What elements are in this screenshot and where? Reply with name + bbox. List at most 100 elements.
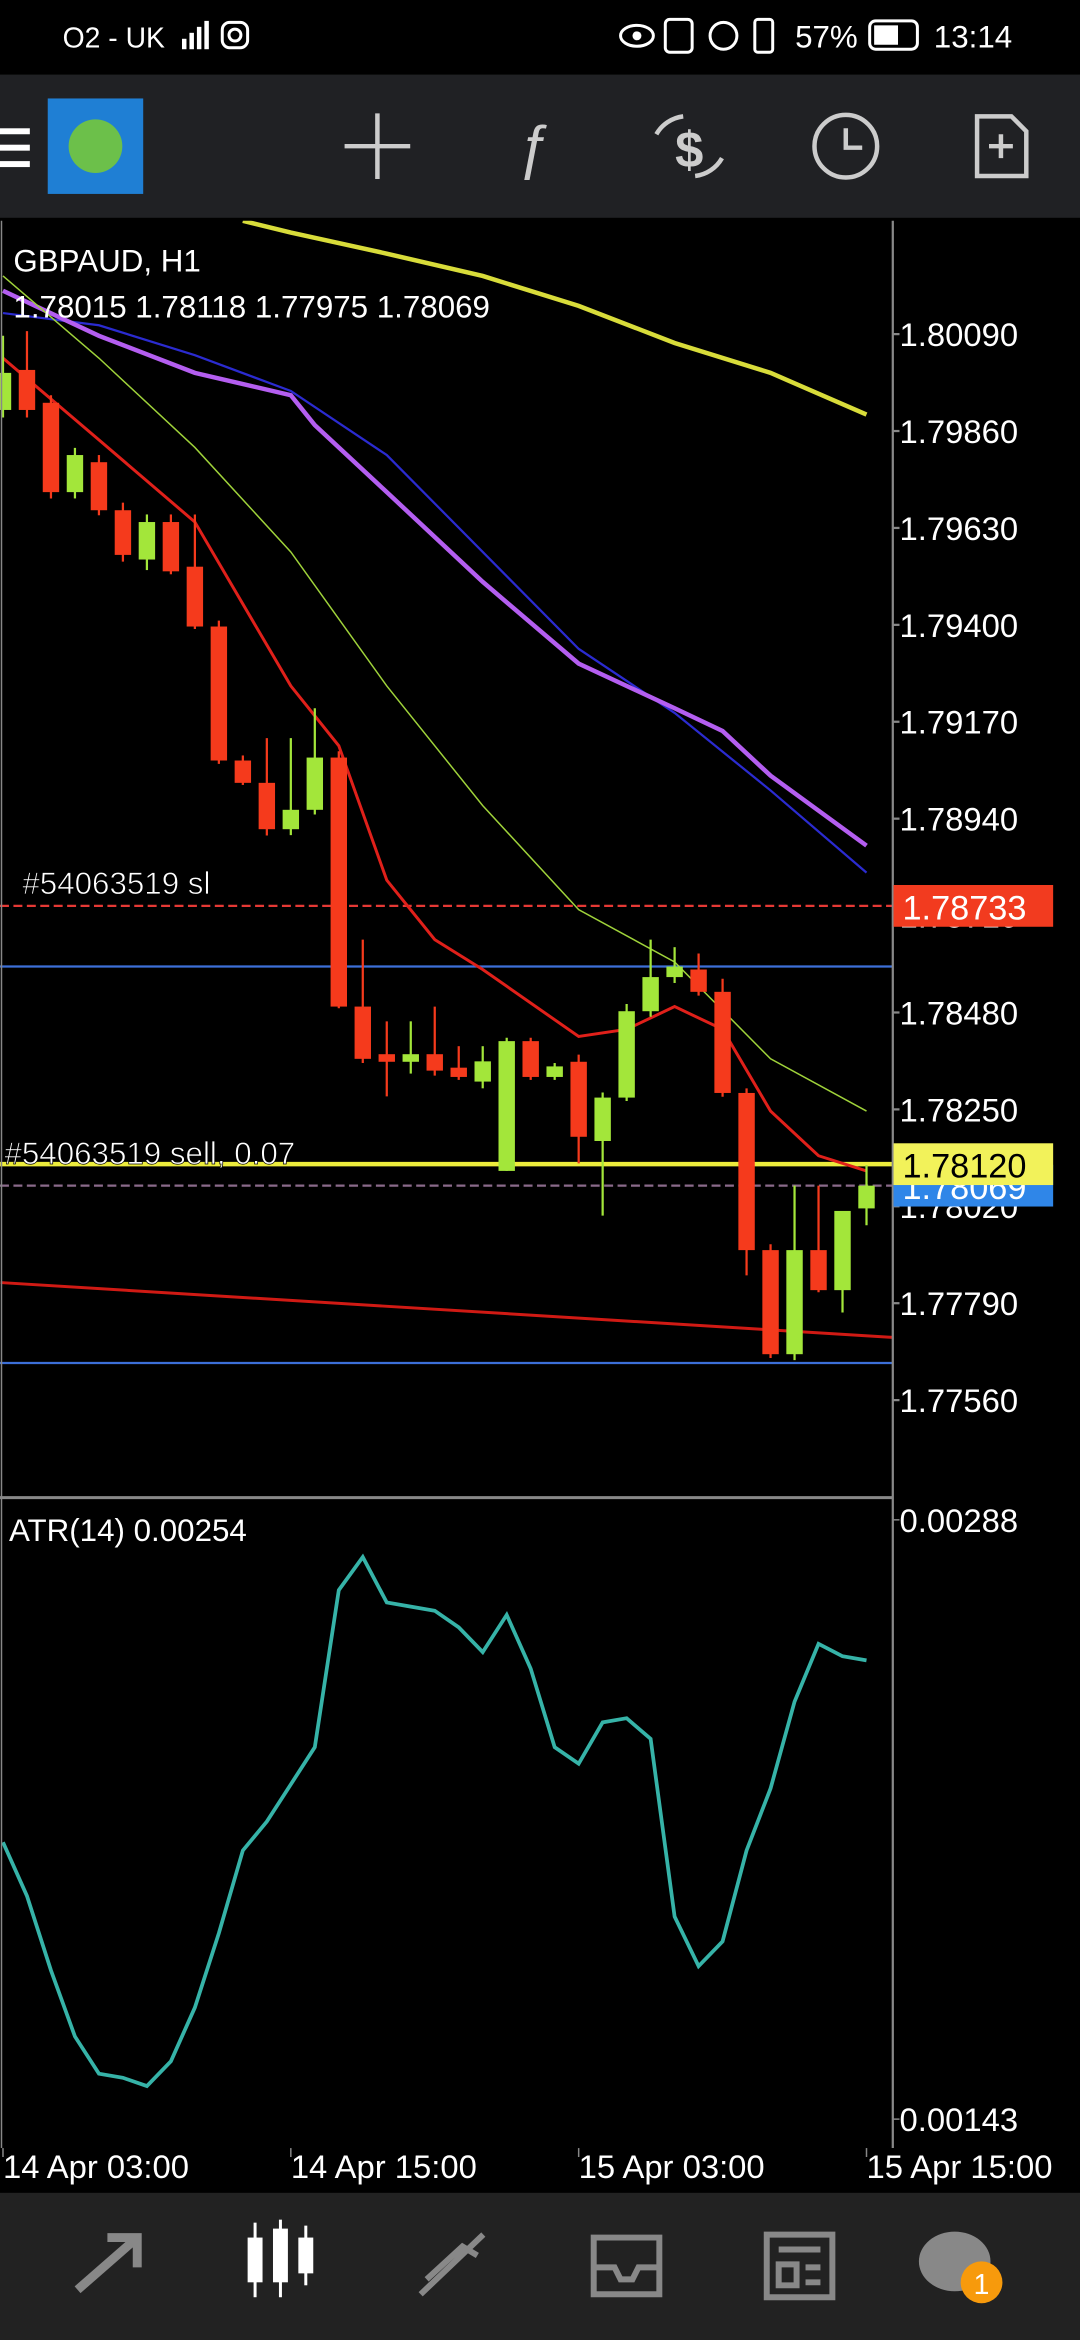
price-tag: [893, 1143, 1054, 1186]
candle-body: [834, 1210, 851, 1291]
y-tick-label: 1.78480: [900, 994, 1019, 1031]
candle-body: [618, 1011, 635, 1098]
vibrate-icon: [753, 17, 775, 54]
clock: 13:14: [934, 20, 1012, 55]
price-tag-label: 1.78733: [902, 889, 1026, 927]
candle-body: [282, 809, 300, 830]
badge-count: 1: [974, 2269, 990, 2301]
signal-icon: [181, 20, 209, 50]
atr-title: ATR(14) 0.00254: [9, 1513, 247, 1548]
y-tick-label: 1.79630: [900, 510, 1019, 547]
x-tick-label: 14 Apr 03:00: [3, 2148, 189, 2185]
candle-body: [210, 626, 228, 761]
y-tick-label: 0.00143: [900, 2101, 1019, 2138]
candle-body: [258, 782, 276, 830]
candle-body: [138, 522, 156, 560]
candle-body: [330, 757, 348, 1007]
clock-hands: [843, 128, 863, 150]
x-tick-label: 14 Apr 15:00: [291, 2148, 477, 2185]
indicator-line: [2, 311, 868, 874]
candle-body: [42, 402, 60, 493]
candle-body: [642, 977, 659, 1012]
candle-body: [714, 991, 731, 1093]
y-tick-label: 1.79170: [900, 704, 1019, 741]
price-plot: [0, 220, 893, 1365]
price-tag: [893, 884, 1054, 927]
bottom-nav: [0, 2192, 1080, 2340]
carrier: O2 - UK: [63, 23, 165, 55]
toolbar: [0, 74, 1080, 218]
indicator-line: [242, 220, 868, 417]
level-label: #54063519 sl: [22, 866, 210, 901]
x-tick-label: 15 Apr 03:00: [579, 2148, 765, 2185]
alarm-icon: [708, 20, 739, 51]
x-tick-label: 15 Apr 15:00: [867, 2148, 1053, 2185]
candle-body: [786, 1250, 803, 1355]
news-tab[interactable]: [763, 2231, 836, 2301]
candle-body: [522, 1041, 539, 1077]
candle-body: [0, 372, 12, 410]
atr-line: [1, 1553, 867, 2089]
candle-body: [426, 1054, 443, 1071]
indicator-line: [2, 356, 867, 1173]
candle-body: [186, 566, 204, 627]
candle-body: [810, 1250, 827, 1291]
indicators-button[interactable]: ƒ: [516, 113, 549, 180]
quotes-tab[interactable]: [74, 2233, 142, 2294]
candle-body: [498, 1041, 515, 1171]
instagram-lens: [227, 27, 243, 43]
candle-body: [354, 1006, 371, 1059]
app-logo: [68, 119, 123, 174]
history-tab[interactable]: [590, 2234, 663, 2298]
y-tick-label: 1.77560: [900, 1382, 1019, 1419]
y-tick-label: 1.80090: [900, 316, 1019, 353]
crosshair-button[interactable]: [344, 113, 411, 180]
candle-body: [546, 1066, 563, 1077]
candle-body: [594, 1097, 611, 1141]
indicator-line: [0, 1281, 893, 1339]
candle-body: [762, 1250, 779, 1355]
y-tick-label: 0.00288: [900, 1502, 1019, 1539]
menu-button[interactable]: [0, 128, 30, 168]
status-bar: [0, 0, 1080, 75]
battery-icon: [868, 19, 919, 51]
new-order-button[interactable]: [974, 114, 1029, 179]
trade-tab[interactable]: [418, 2232, 486, 2297]
candle-body: [90, 462, 108, 511]
candle-body: [666, 966, 683, 978]
candle-body: [474, 1061, 491, 1082]
ohlc: 1.78015 1.78118 1.77975 1.78069: [13, 290, 490, 325]
badge: [960, 2261, 1003, 2304]
overlay: 1.80090 1.79860 1.79630 1.79400 1.79170 1.789…: [2, 316, 1054, 2185]
trade-button[interactable]: $: [675, 121, 703, 178]
period-button[interactable]: [812, 112, 880, 180]
y-tick-label: 1.78940: [900, 801, 1019, 838]
symbol: GBPAUD, H1: [13, 243, 200, 278]
battery-percent: 57%: [795, 20, 858, 55]
y-tick-label: 1.79400: [900, 607, 1019, 644]
y-tick-label: 1.79860: [900, 413, 1019, 450]
candle-body: [690, 969, 707, 992]
candle-body: [306, 757, 324, 810]
nfc-icon: [663, 17, 694, 54]
level-label: #54063519 sell, 0.07: [4, 1136, 295, 1171]
y-tick-label: 1.77790: [900, 1285, 1019, 1322]
instagram-icon: [220, 20, 250, 50]
candle-body: [858, 1185, 875, 1209]
candle-body: [114, 510, 132, 555]
candle-body: [66, 455, 84, 493]
candle-body: [570, 1061, 587, 1137]
candle-body: [738, 1092, 755, 1251]
trade-arrows: [654, 114, 724, 179]
plus-sign: [989, 134, 1013, 159]
y-tick-label: 1.78250: [900, 1091, 1019, 1128]
eye-icon: [619, 23, 655, 48]
eye-pupil: [632, 31, 642, 41]
candle-body: [450, 1067, 467, 1077]
candle-body: [402, 1054, 419, 1062]
price-tag-label: 1.78120: [902, 1148, 1026, 1186]
candle-body: [162, 522, 180, 572]
chart-tab[interactable]: [247, 2219, 314, 2298]
